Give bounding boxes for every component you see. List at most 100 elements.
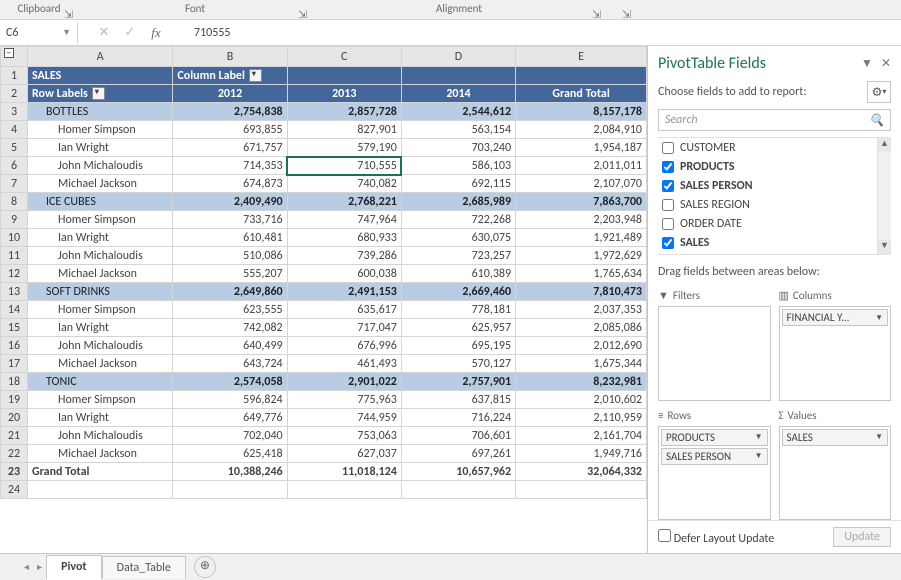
close-icon[interactable]: ✕ — [881, 56, 891, 71]
cell[interactable]: 2,409,490 — [173, 193, 287, 211]
person-label[interactable]: Ian Wright — [28, 409, 173, 427]
row-header[interactable]: 22 — [1, 445, 28, 463]
cell[interactable]: 8,157,178 — [516, 103, 647, 121]
cell[interactable]: 739,286 — [287, 247, 401, 265]
cell[interactable]: 2,857,728 — [287, 103, 401, 121]
cell[interactable]: 697,261 — [401, 445, 515, 463]
row-header[interactable]: 23 — [1, 463, 28, 481]
cell[interactable]: 2,085,086 — [516, 319, 647, 337]
cell[interactable]: 1,972,629 — [516, 247, 647, 265]
cell[interactable]: 2,901,022 — [287, 373, 401, 391]
cell[interactable]: 630,075 — [401, 229, 515, 247]
cell[interactable]: 2,768,221 — [287, 193, 401, 211]
cell[interactable]: 747,964 — [287, 211, 401, 229]
col-header[interactable]: E — [516, 47, 647, 67]
cell[interactable]: 10,657,962 — [401, 463, 515, 481]
scrollbar[interactable]: ▲ ▼ — [877, 138, 891, 254]
cell[interactable]: 2,669,460 — [401, 283, 515, 301]
person-label[interactable]: Michael Jackson — [28, 445, 173, 463]
values-area[interactable]: SALES▼ — [779, 426, 892, 521]
dialog-launcher-icon[interactable]: ⇲ — [621, 6, 632, 17]
person-label[interactable]: John Michaloudis — [28, 157, 173, 175]
person-label[interactable]: John Michaloudis — [28, 427, 173, 445]
cell[interactable]: 2,757,901 — [401, 373, 515, 391]
row-header[interactable]: 13 — [1, 283, 28, 301]
cell[interactable]: 2,491,153 — [287, 283, 401, 301]
cell[interactable]: 702,040 — [173, 427, 287, 445]
dialog-launcher-icon[interactable]: ⇲ — [591, 6, 602, 17]
cell[interactable]: 7,810,473 — [516, 283, 647, 301]
field-pill[interactable]: PRODUCTS▼ — [661, 429, 768, 446]
cell[interactable]: 2,754,838 — [173, 103, 287, 121]
cell[interactable]: 2,011,011 — [516, 157, 647, 175]
tab-nav-next-icon[interactable]: ▸ — [33, 560, 46, 573]
filters-area[interactable] — [658, 306, 771, 401]
field-checkbox[interactable]: CUSTOMER — [658, 138, 891, 157]
cell[interactable]: 2,012,690 — [516, 337, 647, 355]
cell[interactable]: 716,224 — [401, 409, 515, 427]
cell[interactable]: 600,038 — [287, 265, 401, 283]
row-header[interactable]: 15 — [1, 319, 28, 337]
dialog-launcher-icon[interactable]: ⇲ — [297, 6, 308, 17]
person-label[interactable]: Homer Simpson — [28, 391, 173, 409]
field-pill[interactable]: FINANCIAL Y...▼ — [782, 309, 889, 326]
row-header[interactable]: 7 — [1, 175, 28, 193]
cell[interactable]: 827,901 — [287, 121, 401, 139]
person-label[interactable]: Ian Wright — [28, 229, 173, 247]
row-header[interactable]: 16 — [1, 337, 28, 355]
cell[interactable]: 676,996 — [287, 337, 401, 355]
row-header[interactable]: 4 — [1, 121, 28, 139]
person-label[interactable]: Homer Simpson — [28, 211, 173, 229]
gear-icon[interactable]: ⚙▾ — [867, 81, 891, 103]
col-header[interactable]: A — [28, 47, 173, 67]
row-header[interactable]: 3 — [1, 103, 28, 121]
cell[interactable]: 10,388,246 — [173, 463, 287, 481]
cell[interactable]: 623,555 — [173, 301, 287, 319]
cell[interactable]: 778,181 — [401, 301, 515, 319]
cell[interactable]: 714,353 — [173, 157, 287, 175]
col-header[interactable]: C — [287, 47, 401, 67]
chevron-down-icon[interactable]: ▼ — [875, 313, 883, 323]
cell[interactable]: 461,493 — [287, 355, 401, 373]
cell[interactable]: 695,195 — [401, 337, 515, 355]
cell[interactable]: 563,154 — [401, 121, 515, 139]
formula-value[interactable]: 710555 — [174, 26, 231, 40]
row-header[interactable]: 1 — [1, 67, 28, 85]
cell[interactable]: 586,103 — [401, 157, 515, 175]
cell[interactable]: 2,037,353 — [516, 301, 647, 319]
cell[interactable]: 1,949,716 — [516, 445, 647, 463]
cell[interactable]: 693,855 — [173, 121, 287, 139]
cell[interactable]: 710,555 — [287, 157, 401, 175]
cell[interactable]: 703,240 — [401, 139, 515, 157]
person-label[interactable]: John Michaloudis — [28, 337, 173, 355]
cell[interactable]: 706,601 — [401, 427, 515, 445]
tab-data-table[interactable]: Data_Table — [102, 556, 186, 579]
category-row[interactable]: −ICE CUBES — [28, 193, 173, 211]
row-header[interactable]: 19 — [1, 391, 28, 409]
cell[interactable]: 717,047 — [287, 319, 401, 337]
cell[interactable]: 2,161,704 — [516, 427, 647, 445]
row-header[interactable]: 2 — [1, 85, 28, 103]
cell[interactable]: 610,389 — [401, 265, 515, 283]
chevron-down-icon[interactable]: ▼ — [755, 451, 763, 461]
cell[interactable]: 2,107,070 — [516, 175, 647, 193]
cell[interactable]: 2,010,602 — [516, 391, 647, 409]
cell[interactable]: 671,757 — [173, 139, 287, 157]
row-labels-dropdown[interactable]: Row Labels — [28, 85, 173, 103]
enter-icon[interactable]: ✓ — [122, 25, 138, 40]
cell[interactable]: 2,685,989 — [401, 193, 515, 211]
column-labels-dropdown[interactable]: Column Label — [173, 67, 287, 85]
row-header[interactable]: 6 — [1, 157, 28, 175]
person-label[interactable]: Homer Simpson — [28, 121, 173, 139]
row-header[interactable]: 11 — [1, 247, 28, 265]
filter-icon[interactable] — [249, 69, 262, 82]
cell[interactable]: 579,190 — [287, 139, 401, 157]
cell[interactable]: 2,544,612 — [401, 103, 515, 121]
cell[interactable]: 570,127 — [401, 355, 515, 373]
cell[interactable]: 744,959 — [287, 409, 401, 427]
row-header[interactable]: 24 — [1, 481, 28, 499]
cell[interactable]: 733,716 — [173, 211, 287, 229]
cell[interactable]: 1,675,344 — [516, 355, 647, 373]
cell[interactable]: 2,649,860 — [173, 283, 287, 301]
cell[interactable]: 640,499 — [173, 337, 287, 355]
